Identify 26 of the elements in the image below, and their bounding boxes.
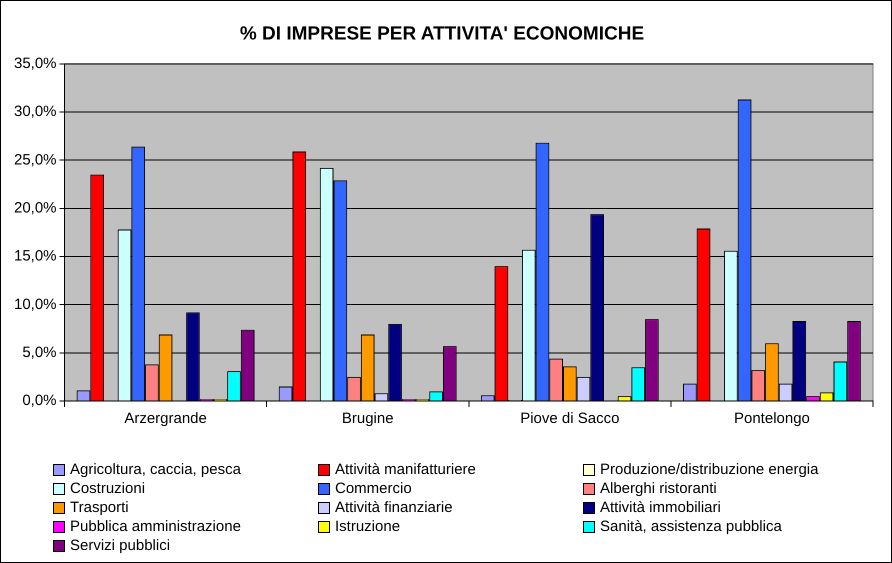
x-tick-label: Brugine <box>342 410 394 428</box>
legend-label: Sanità, assistenza pubblica <box>600 518 782 535</box>
y-tick-label: 25,0% <box>14 151 57 168</box>
legend-label: Agricoltura, caccia, pesca <box>70 461 241 478</box>
x-tick-label: Arzergrande <box>124 410 207 428</box>
y-tick-label: 35,0% <box>14 54 57 72</box>
y-tick-label: 5,0% <box>22 344 57 361</box>
legend-label: Attività immobiliari <box>600 499 721 516</box>
x-tick-label: Pontelongo <box>734 410 810 428</box>
y-tick-label: 30,0% <box>14 103 57 120</box>
legend-label: Costruzioni <box>70 480 146 497</box>
legend-label: Commercio <box>335 480 412 497</box>
chart-title: % DI IMPRESE PER ATTIVITA' ECONOMICHE <box>240 24 644 45</box>
legend-label: Alberghi ristoranti <box>600 480 717 497</box>
y-tick-label: 10,0% <box>14 296 57 313</box>
legend-label: Servizi pubblici <box>70 537 170 554</box>
legend-label: Attività finanziarie <box>335 499 453 516</box>
legend-label: Pubblica amministrazione <box>70 518 241 535</box>
legend-label: Istruzione <box>335 518 400 535</box>
legend-label: Trasporti <box>70 499 129 516</box>
y-tick-label: 0,0% <box>22 392 57 410</box>
y-tick-label: 20,0% <box>14 199 57 216</box>
legend-label: Attività manifatturiere <box>335 461 476 478</box>
x-tick-label: Piove di Sacco <box>520 410 620 428</box>
legend-label: Produzione/distribuzione energia <box>600 461 818 478</box>
y-tick-label: 15,0% <box>14 248 57 265</box>
